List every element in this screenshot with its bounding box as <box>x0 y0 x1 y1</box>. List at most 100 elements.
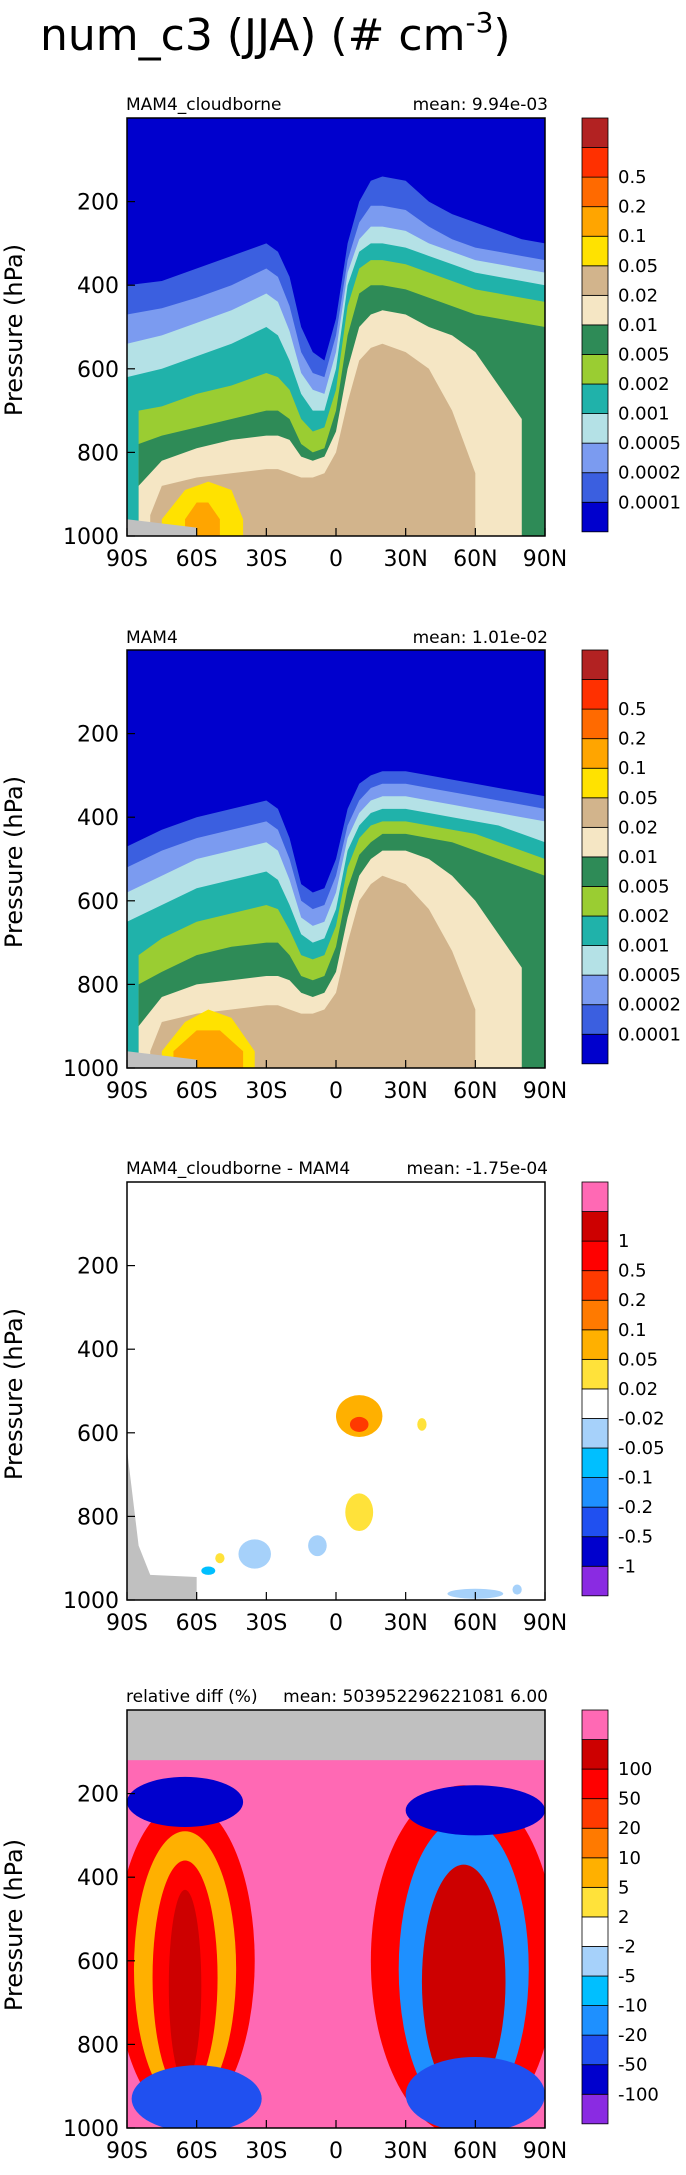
colorbar-swatch <box>581 1447 609 1478</box>
panel-3: MAM4_cloudborne - MAM4 mean: -1.75e-04 9… <box>0 1159 665 1636</box>
colorbar-swatch <box>581 1857 609 1888</box>
colorbar-swatch <box>581 915 609 946</box>
colorbar-swatch <box>581 1477 609 1508</box>
figure-title-main: num_c3 (JJA) (# cm <box>40 10 465 61</box>
y-tick-label: 200 <box>77 1255 119 1280</box>
colorbar-label: -2 <box>618 1936 636 1957</box>
panel-4-left-label: relative diff (%) <box>126 1687 258 1707</box>
panel-2-mean-label: mean: 1.01e-02 <box>413 628 548 648</box>
y-tick-label: 1000 <box>63 1057 119 1082</box>
y-tick-label: 200 <box>77 191 119 216</box>
colorbar-label: 5 <box>618 1877 629 1898</box>
panel-3-y-axis-label: Pressure (hPa) <box>0 1308 28 1480</box>
colorbar-swatch <box>581 235 609 267</box>
colorbar-label: -0.02 <box>618 1408 665 1429</box>
x-tick-label: 30S <box>245 1079 287 1104</box>
x-tick-label: 60N <box>453 547 497 572</box>
colorbar-label: 0.02 <box>618 1379 658 1400</box>
difference-patch <box>131 2065 262 2128</box>
colorbar-swatch <box>581 2005 609 2036</box>
colorbar-swatch <box>581 856 609 887</box>
x-tick-label: 90S <box>106 2139 148 2164</box>
colorbar-label: 0.0002 <box>618 463 681 484</box>
colorbar-swatch <box>581 679 609 710</box>
colorbar-swatch <box>581 1506 609 1538</box>
panel-4-mean-label: mean: 503952296221081 6.00 <box>283 1687 548 1707</box>
colorbar-label: -1 <box>618 1556 636 1577</box>
y-tick-label: 600 <box>77 890 119 915</box>
y-tick-label: 1000 <box>63 525 119 550</box>
colorbar-label: -0.05 <box>618 1438 665 1459</box>
colorbar-swatch <box>581 2064 609 2095</box>
x-tick-label: 90S <box>106 1079 148 1104</box>
x-tick-label: 90N <box>523 1079 567 1104</box>
difference-patch <box>238 1539 271 1569</box>
panel-2-left-label: MAM4 <box>126 628 178 648</box>
colorbar-swatch <box>581 974 609 1006</box>
colorbar-label: 0.2 <box>618 729 647 750</box>
difference-patch <box>308 1535 327 1557</box>
difference-patch <box>215 1553 225 1564</box>
x-tick-label: 30N <box>383 1079 427 1104</box>
colorbar-label: 0.5 <box>618 699 647 720</box>
colorbar-swatch <box>581 1946 609 1977</box>
panel-4-axes: 90S 60S 30S 0 30N 60N 90N 200 400 600 800 1000 <box>63 1709 567 2164</box>
colorbar-swatch <box>581 1299 609 1331</box>
colorbar-swatch <box>581 383 609 414</box>
x-tick-label: 0 <box>329 1079 343 1104</box>
x-tick-label: 60N <box>453 2139 497 2164</box>
colorbar-label: 0.005 <box>618 344 670 365</box>
colorbar-swatch <box>581 1827 609 1859</box>
y-tick-label: 800 <box>77 2033 119 2058</box>
x-tick-label: 90S <box>106 1611 148 1636</box>
colorbar-swatch <box>581 1358 609 1390</box>
contour-band-8 <box>150 343 476 536</box>
colorbar-swatch <box>581 1975 609 2006</box>
colorbar-swatch <box>581 1270 609 1301</box>
colorbar-label: 100 <box>618 1759 652 1780</box>
x-tick-label: 90N <box>523 547 567 572</box>
difference-patch <box>405 2056 545 2128</box>
x-tick-label: 30S <box>245 547 287 572</box>
x-tick-label: 30N <box>383 1611 427 1636</box>
colorbar-swatch <box>581 1768 609 1800</box>
x-tick-label: 60S <box>176 1611 218 1636</box>
y-tick-label: 200 <box>77 1783 119 1808</box>
colorbar-label: 0.05 <box>618 1349 658 1370</box>
missing-data-region <box>127 1051 197 1068</box>
colorbar-label: 0.002 <box>618 374 670 395</box>
colorbar-swatch <box>581 1329 609 1360</box>
difference-patch <box>405 1785 545 1836</box>
colorbar-swatch <box>581 708 609 740</box>
colorbar-label: 20 <box>618 1818 641 1839</box>
panel-2-colorbar: 0.0001 0.0002 0.0005 0.001 0.002 0.005 0.01 0.0… <box>581 649 681 1065</box>
y-tick-label: 400 <box>77 1338 119 1363</box>
colorbar-swatch <box>581 294 609 326</box>
panel-1-mean-label: mean: 9.94e-03 <box>413 95 548 115</box>
colorbar-swatch <box>581 206 609 237</box>
colorbar-label: 50 <box>618 1789 641 1810</box>
colorbar-label: 0.05 <box>618 788 658 809</box>
colorbar-swatch <box>581 1565 609 1597</box>
x-tick-label: 0 <box>329 547 343 572</box>
colorbar-swatch <box>581 1004 609 1035</box>
colorbar-swatch <box>581 2093 609 2125</box>
panel-2-plot-area <box>127 650 545 1068</box>
colorbar-label: 0.1 <box>618 226 647 247</box>
colorbar-swatch <box>581 1388 609 1419</box>
panel-1-plot-area <box>127 118 545 536</box>
y-tick-label: 800 <box>77 1505 119 1530</box>
colorbar-swatch <box>581 1739 609 1770</box>
colorbar-swatch <box>581 442 609 474</box>
colorbar-label: 0.1 <box>618 758 647 779</box>
colorbar-label: 0.0001 <box>618 492 681 513</box>
colorbar-label: 0.002 <box>618 906 670 927</box>
missing-data-top <box>127 1710 545 1761</box>
colorbar-swatch <box>581 649 609 680</box>
y-tick-label: 200 <box>77 723 119 748</box>
difference-patch <box>201 1566 216 1575</box>
panel-4: relative diff (%) mean: 503952296221081 … <box>0 1687 659 2164</box>
colorbar-swatch <box>581 2034 609 2066</box>
difference-patch <box>336 1395 383 1437</box>
